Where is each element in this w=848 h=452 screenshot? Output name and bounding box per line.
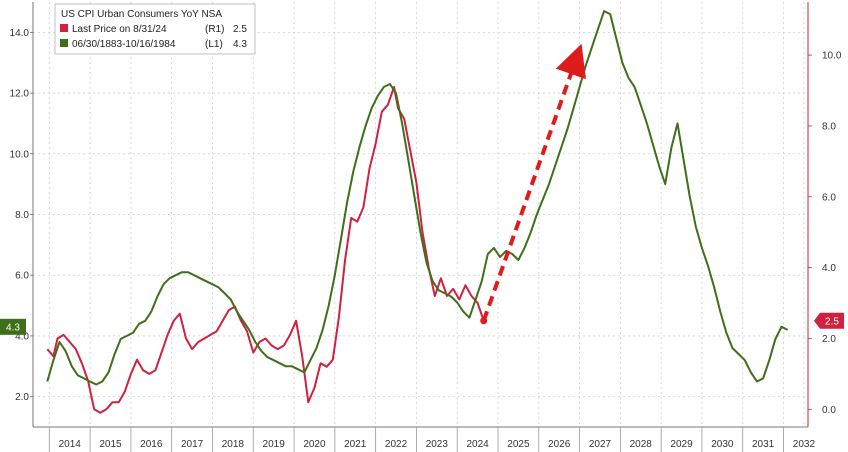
- series-line-last-price: [46, 86, 485, 414]
- legend-title: US CPI Urban Consumers YoY NSA: [61, 9, 222, 20]
- right-value-badge-text: 2.5: [825, 316, 839, 327]
- left-value-badge-text: 4.3: [6, 322, 20, 333]
- annotations: [480, 43, 586, 325]
- projection-start-dot: [480, 317, 488, 325]
- legend-swatch-green: [60, 39, 68, 47]
- x-axis-tick-label: 2021: [344, 439, 367, 450]
- left-axis-tick-label: 10.0: [10, 149, 30, 160]
- left-axis-tick-label: 6.0: [15, 271, 29, 282]
- legend: US CPI Urban Consumers YoY NSA Last Pric…: [54, 3, 256, 55]
- x-axis-tick-label: 2025: [507, 439, 530, 450]
- right-axis-tick-label: 6.0: [822, 192, 836, 203]
- series-lines: [46, 10, 789, 414]
- x-axis-tick-label: 2029: [670, 439, 693, 450]
- x-axis-tick-label: 2015: [99, 439, 122, 450]
- x-axis-tick-label: 2027: [589, 439, 612, 450]
- value-badges: 4.3 2.5: [0, 312, 844, 335]
- left-axis-tick-label: 14.0: [10, 28, 30, 39]
- x-axis-tick-label: 2019: [263, 439, 286, 450]
- legend-entry-historical-axis: (L1): [205, 39, 223, 50]
- legend-entry-last-price-axis: (R1): [205, 24, 224, 35]
- x-axis-tick-label: 2020: [303, 439, 326, 450]
- right-axis-tick-label: 0.0: [822, 405, 836, 416]
- x-axis-tick-label: 2018: [222, 439, 245, 450]
- legend-box: [54, 3, 256, 55]
- x-axis-tick-label: 2031: [752, 439, 775, 450]
- series-line-historical: [46, 10, 789, 386]
- legend-entry-historical-value: 4.3: [233, 39, 247, 50]
- x-axis-tick-label: 2017: [181, 439, 204, 450]
- x-axis-tick-label: 2032: [793, 439, 816, 450]
- x-axis-tick-label: 2030: [711, 439, 734, 450]
- axes: 2.0 4.0 6.0 8.0 10.0 12.0 14.0 0.0 2.0 4.0 6.0 8.0 1…: [10, 2, 842, 452]
- legend-entry-last-price: Last Price on 8/31/24: [72, 24, 167, 35]
- x-axis-tick-label: 2014: [59, 439, 82, 450]
- left-value-badge: [0, 318, 26, 335]
- left-axis-tick-label: 8.0: [15, 210, 29, 221]
- left-axis-tick-label: 4.0: [15, 331, 29, 342]
- x-axis-tick-label: 2028: [630, 439, 653, 450]
- left-axis-tick-label: 12.0: [10, 89, 30, 100]
- x-axis-tick-label: 2026: [548, 439, 571, 450]
- right-axis-tick-label: 8.0: [822, 121, 836, 132]
- x-axis-tick-label: 2024: [466, 439, 489, 450]
- legend-swatch-red: [60, 24, 68, 32]
- right-value-badge: [814, 312, 844, 329]
- x-axis-tick-label: 2016: [140, 439, 163, 450]
- right-axis-tick-label: 2.0: [822, 334, 836, 345]
- x-axis-tick-label: 2022: [385, 439, 408, 450]
- right-axis-tick-label: 4.0: [822, 263, 836, 274]
- legend-entry-historical: 06/30/1883-10/16/1984: [72, 39, 176, 50]
- right-axis-tick-label: 10.0: [822, 51, 842, 62]
- legend-entry-last-price-value: 2.5: [233, 24, 247, 35]
- left-axis-tick-label: 2.0: [15, 392, 29, 403]
- x-axis-tick-label: 2023: [426, 439, 449, 450]
